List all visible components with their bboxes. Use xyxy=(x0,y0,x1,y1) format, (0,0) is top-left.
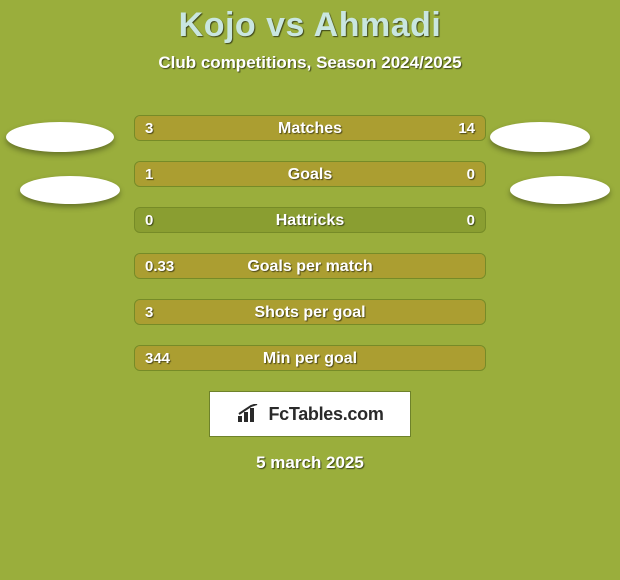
team-logo-oval xyxy=(6,122,114,152)
date-text: 5 march 2025 xyxy=(0,453,620,473)
team-logo-oval xyxy=(490,122,590,152)
chart-icon xyxy=(236,404,262,424)
subtitle: Club competitions, Season 2024/2025 xyxy=(0,53,620,73)
stat-row: 00Hattricks xyxy=(134,207,486,233)
stat-row: 344Min per goal xyxy=(134,345,486,371)
stat-row: 314Matches xyxy=(134,115,486,141)
stat-label: Goals per match xyxy=(135,254,485,278)
stat-row: 3Shots per goal xyxy=(134,299,486,325)
site-logo: FcTables.com xyxy=(209,391,411,437)
stat-label: Goals xyxy=(135,162,485,186)
stat-row: 0.33Goals per match xyxy=(134,253,486,279)
stat-label: Shots per goal xyxy=(135,300,485,324)
stat-label: Hattricks xyxy=(135,208,485,232)
stat-rows: 314Matches 10Goals 00Hattricks 0.33Goals pe… xyxy=(134,115,486,371)
stat-row: 10Goals xyxy=(134,161,486,187)
page-title: Kojo vs Ahmadi xyxy=(0,6,620,45)
stat-label: Min per goal xyxy=(135,346,485,370)
comparison-card: Kojo vs Ahmadi Club competitions, Season… xyxy=(0,0,620,580)
team-logo-oval xyxy=(510,176,610,204)
logo-text: FcTables.com xyxy=(268,404,383,425)
team-logo-oval xyxy=(20,176,120,204)
stat-label: Matches xyxy=(135,116,485,140)
